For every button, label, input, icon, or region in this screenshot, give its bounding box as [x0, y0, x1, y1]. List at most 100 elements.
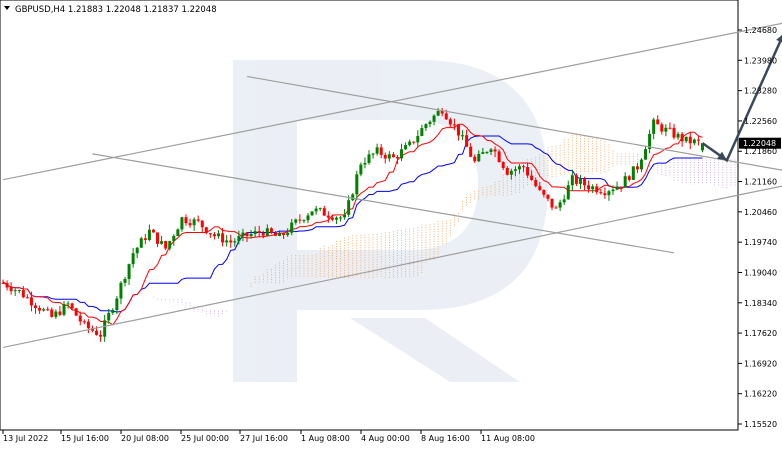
candle-body: [627, 176, 631, 180]
candle-body: [86, 321, 90, 329]
candle-body: [257, 231, 261, 233]
candle-body: [631, 166, 635, 180]
candle-body: [408, 141, 412, 146]
candlestick-series: [1, 107, 704, 342]
candle-body: [34, 305, 38, 309]
candle-body: [233, 241, 237, 243]
x-tick-label: 1 Aug 08:00: [301, 434, 350, 443]
candle-body: [652, 119, 656, 134]
candle-body: [50, 309, 54, 317]
candle-body: [574, 175, 578, 184]
candle-body: [696, 139, 700, 141]
candle-body: [135, 247, 139, 254]
candle-body: [241, 232, 245, 237]
candle-body: [273, 232, 277, 236]
candle-body: [103, 320, 107, 337]
forecast-arrowhead-down: [717, 151, 727, 161]
candle-body: [25, 297, 29, 299]
x-tick-label: 15 Jul 16:00: [61, 434, 109, 443]
candle-body: [229, 240, 233, 243]
candle-body: [164, 241, 168, 249]
candle-body: [156, 232, 160, 244]
candle-body: [196, 219, 200, 221]
candle-body: [383, 154, 387, 159]
candle-body: [611, 189, 615, 192]
candle-body: [367, 154, 371, 164]
candle-body: [672, 127, 676, 138]
candle-body: [692, 139, 696, 144]
channel-upper-line: [2, 22, 782, 181]
y-tick-label: 1.15520: [744, 420, 777, 429]
candle-body: [416, 135, 420, 143]
candle-body: [184, 217, 188, 224]
tenkan-line: [2, 123, 703, 326]
candle-body: [58, 311, 62, 315]
candle-body: [493, 149, 497, 152]
candle-body: [680, 133, 684, 142]
y-tick-label: 1.21860: [744, 147, 777, 156]
candle-body: [318, 208, 322, 210]
x-tick-label: 20 Jul 08:00: [121, 434, 169, 443]
descending-lower-line: [92, 153, 675, 254]
candle-body: [595, 186, 599, 193]
candle-body: [363, 163, 367, 165]
time-axis[interactable]: 13 Jul 2022 15 Jul 16:00 20 Jul 08:00 25 Ju…: [2, 430, 535, 443]
candle-body: [489, 149, 493, 152]
candle-body: [395, 157, 399, 159]
candle-body: [1, 282, 5, 284]
candle-body: [123, 278, 127, 283]
candle-body: [550, 198, 554, 208]
y-tick-label: 1.23980: [744, 56, 777, 65]
candle-body: [583, 179, 587, 186]
candle-body: [188, 223, 192, 226]
candle-body: [217, 233, 221, 237]
x-tick-label: 27 Jul 16:00: [240, 434, 288, 443]
candle-body: [477, 153, 481, 162]
candle-body: [237, 236, 241, 242]
candle-body: [440, 110, 444, 114]
y-tick-label: 1.20460: [744, 208, 777, 217]
candle-body: [54, 311, 58, 317]
candle-body: [160, 241, 164, 244]
candle-body: [603, 193, 607, 196]
candle-body: [452, 124, 456, 126]
candle-body: [192, 219, 196, 226]
candle-body: [513, 169, 517, 171]
candle-body: [607, 191, 611, 196]
candle-body: [131, 253, 135, 265]
candle-body: [505, 168, 509, 175]
price-axis[interactable]: 1.24680 1.23980 1.23280 1.22560 1.21860 1.211…: [738, 26, 777, 429]
triangle-down-icon[interactable]: [4, 6, 10, 10]
candle-body: [648, 133, 652, 150]
x-tick-label: 13 Jul 2022: [3, 434, 48, 443]
candle-body: [428, 121, 432, 125]
candle-body: [469, 146, 473, 157]
plot-frame: [0, 0, 739, 431]
candle-body: [473, 156, 477, 162]
candle-body: [444, 113, 448, 120]
channel-lower-line: [2, 185, 782, 349]
candle-body: [330, 217, 334, 220]
symbol-ohlc-label: GBPUSD,H4 1.21883 1.22048 1.21837 1.2204…: [15, 5, 217, 15]
candle-body: [302, 220, 306, 222]
x-tick-label: 25 Jul 00:00: [181, 434, 229, 443]
candle-body: [700, 143, 704, 151]
candle-body: [225, 240, 229, 243]
candle-body: [249, 234, 253, 237]
candle-body: [379, 147, 383, 155]
chart-header[interactable]: GBPUSD,H4 1.21883 1.22048 1.21837 1.2204…: [4, 5, 217, 15]
candle-body: [290, 222, 294, 233]
candle-body: [635, 166, 639, 170]
candle-body: [111, 310, 115, 313]
candle-body: [42, 309, 46, 311]
ichimoku-lines: [2, 123, 703, 326]
candle-body: [623, 176, 627, 188]
candle-body: [107, 312, 111, 321]
candle-body: [78, 315, 82, 322]
candle-body: [542, 189, 546, 195]
y-tick-label: 1.17620: [744, 329, 777, 338]
candle-body: [172, 236, 176, 242]
candle-body: [538, 186, 542, 190]
